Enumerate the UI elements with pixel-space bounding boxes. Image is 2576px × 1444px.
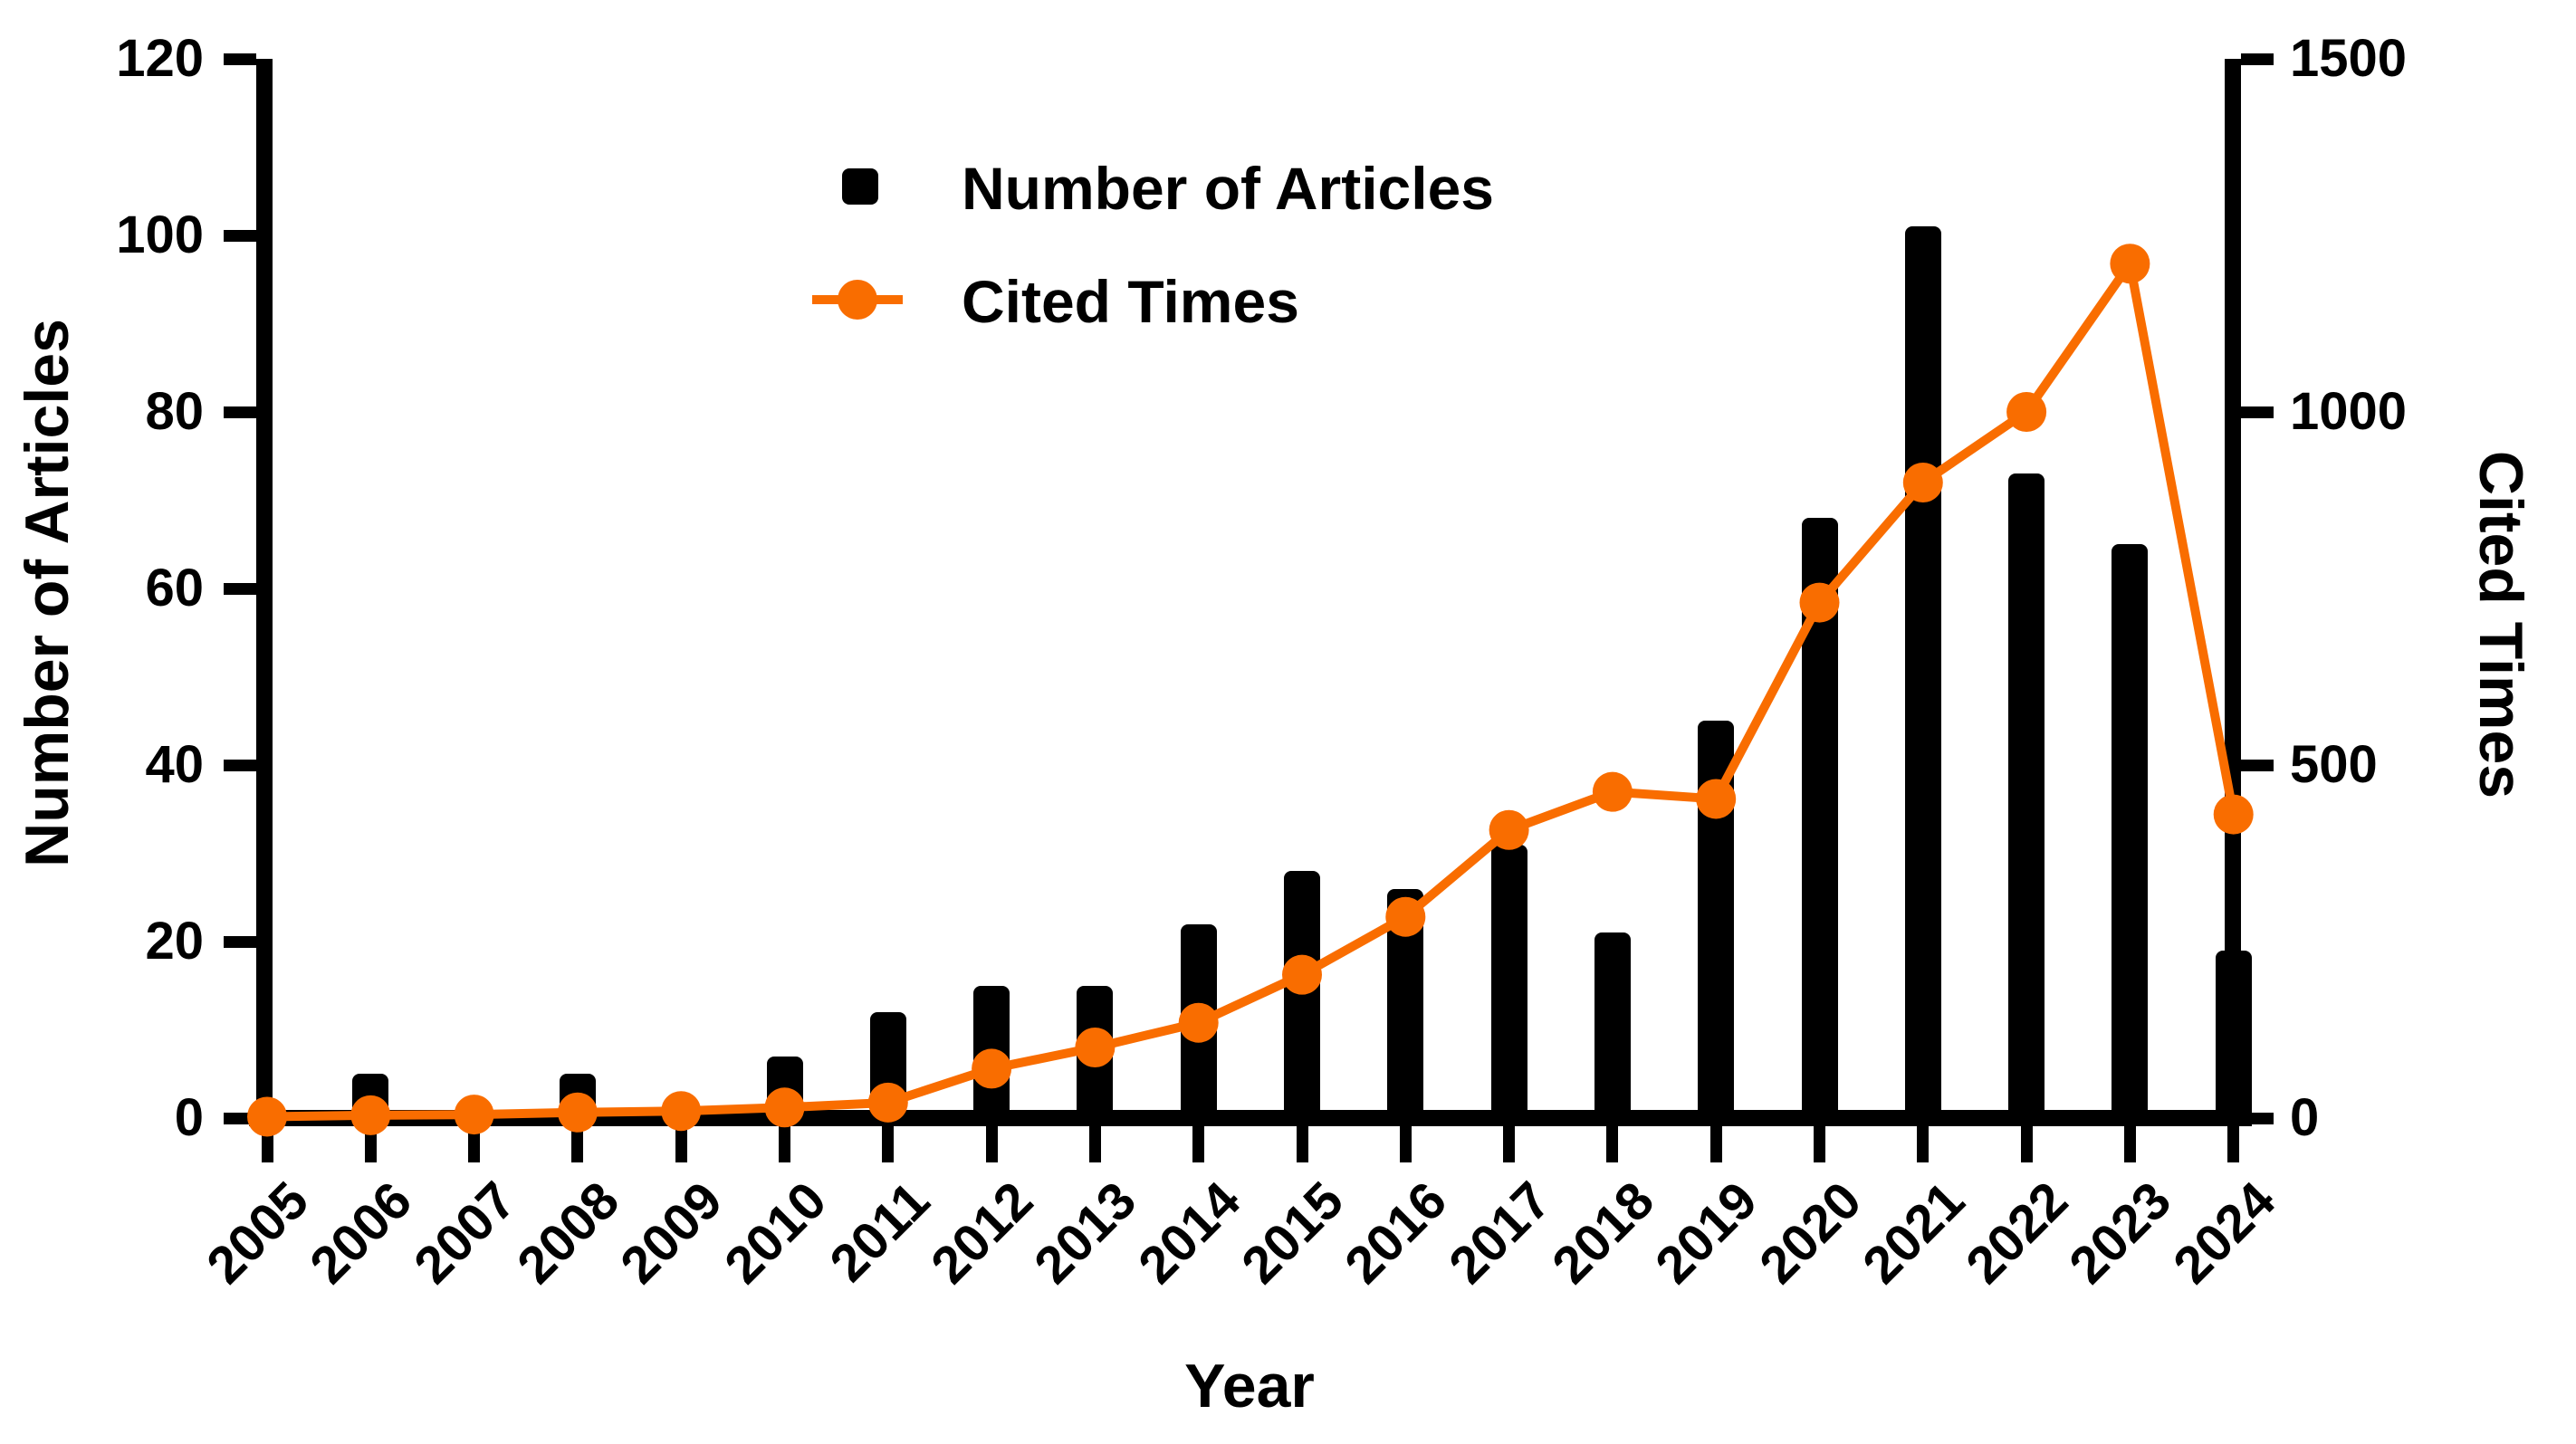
x-tick-2016 [1399,1126,1412,1162]
x-tick-2014 [1192,1126,1205,1162]
x-tick-2011 [882,1126,895,1162]
bar-2023 [2112,544,2149,1126]
left-tick-20 [224,935,256,948]
y-axis-right [2225,59,2241,1126]
right-tick-0 [2241,1112,2274,1124]
x-tick-2008 [571,1126,584,1162]
x-tick-2006 [364,1126,377,1162]
bar-2012 [973,985,1010,1126]
left-tick-label-20: 20 [145,912,204,971]
right-axis-title: Cited Times [2466,450,2535,799]
legend-label-articles: Number of Articles [962,155,1495,222]
right-tick-500 [2241,759,2274,771]
x-tick-2013 [1088,1126,1101,1162]
x-tick-2018 [1606,1126,1619,1162]
legend-label-cited: Cited Times [962,268,1299,335]
bar-2017 [1490,844,1527,1126]
cited-times-point-2022 [2006,392,2047,432]
x-tick-2019 [1709,1126,1722,1162]
bar-2020 [1801,518,1838,1126]
right-tick-label-1000: 1000 [2290,382,2408,441]
x-tick-2020 [1814,1126,1825,1162]
bar-2021 [1904,226,1941,1126]
left-tick-80 [224,406,256,418]
x-axis-title: Year [1184,1352,1315,1420]
bar-2015 [1284,871,1320,1126]
x-tick-2009 [675,1126,687,1162]
bar-2016 [1387,888,1424,1126]
left-tick-40 [224,759,256,771]
right-tick-label-500: 500 [2290,735,2378,794]
cited-times-point-2023 [2110,244,2150,284]
x-tick-2007 [468,1126,481,1162]
left-tick-120 [224,53,256,65]
y-axis-left [256,59,273,1126]
left-tick-60 [224,582,256,595]
legend-bar-marker-icon [842,168,878,205]
bar-2018 [1594,932,1631,1126]
right-tick-1000 [2241,406,2274,418]
x-tick-2015 [1296,1126,1308,1162]
x-tick-2017 [1503,1126,1516,1162]
bar-2019 [1698,721,1735,1126]
left-tick-label-100: 100 [116,206,204,264]
bar-2022 [2008,473,2045,1126]
left-axis-title: Number of Articles [13,319,81,867]
left-tick-label-0: 0 [174,1088,204,1147]
x-axis [256,1110,2241,1126]
legend-dot-marker-icon [838,280,877,320]
left-tick-label-40: 40 [145,735,204,794]
right-tick-1500 [2241,53,2274,65]
x-tick-2010 [779,1126,790,1162]
right-tick-label-0: 0 [2290,1088,2320,1147]
x-tick-2021 [1917,1126,1930,1162]
left-tick-100 [224,229,256,242]
bar-2013 [1077,985,1114,1126]
left-tick-label-120: 120 [116,29,204,88]
left-tick-label-60: 60 [145,559,204,617]
x-tick-2012 [985,1126,998,1162]
x-tick-2024 [2227,1126,2240,1162]
x-tick-2005 [261,1126,273,1162]
cited-times-point-2018 [1592,771,1633,812]
left-tick-label-80: 80 [145,382,204,441]
bar-2014 [1180,923,1217,1126]
x-tick-2023 [2123,1126,2136,1162]
x-tick-2022 [2020,1126,2033,1162]
right-tick-label-1500: 1500 [2290,29,2408,88]
left-tick-0 [224,1112,256,1124]
